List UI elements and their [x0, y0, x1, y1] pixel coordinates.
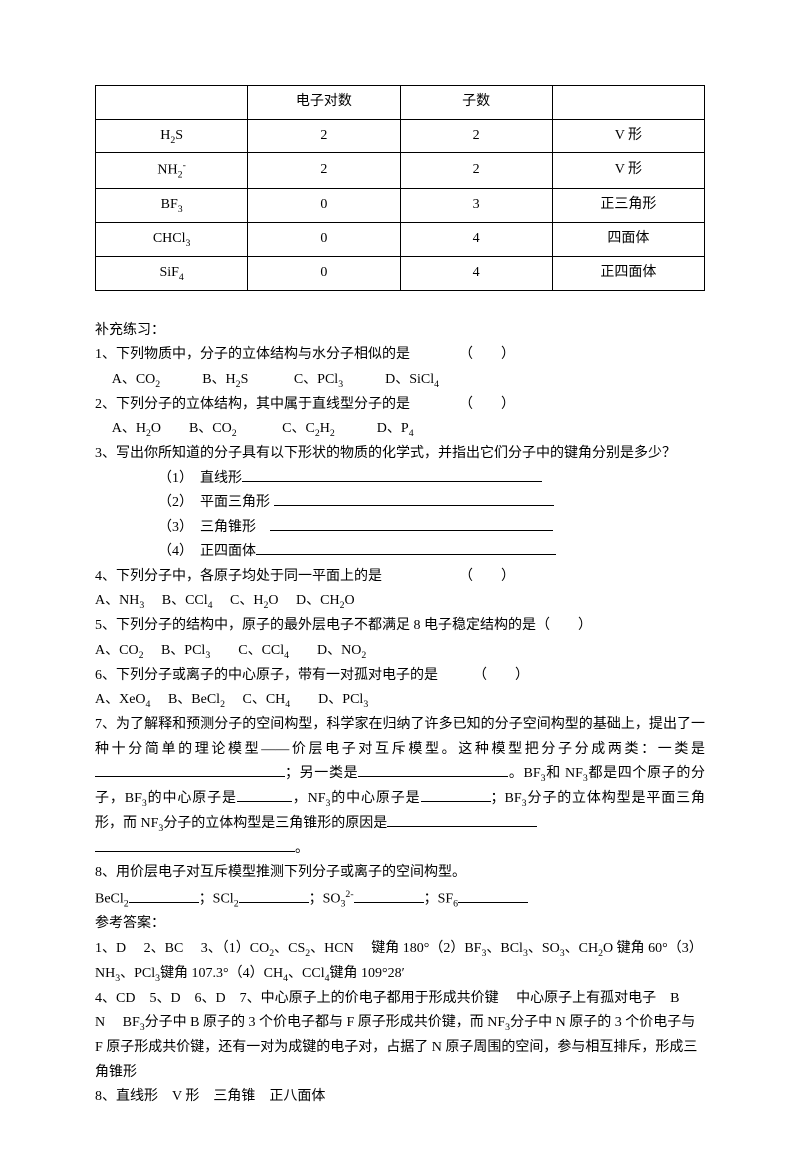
cell: SiF4: [96, 256, 248, 290]
q3-line2: （2） 平面三角形: [95, 491, 705, 516]
blank: [421, 787, 491, 802]
blank: [354, 888, 424, 903]
blank: [270, 516, 553, 531]
cell: H2S: [96, 119, 248, 153]
cell: 2: [400, 119, 552, 153]
q3-l3-label: （3） 三角锥形: [158, 520, 270, 535]
q4-options: A、NH3 B、CCl4 C、H2O D、CH2O: [95, 589, 705, 614]
blank: [95, 837, 295, 852]
cell: 4: [400, 256, 552, 290]
cell: NH2-: [96, 153, 248, 189]
q3-line1: （1） 直线形: [95, 467, 705, 492]
q8-stem: 8、用价层电子对互斥模型推测下列分子或离子的空间构型。: [95, 861, 705, 886]
answers-title: 参考答案：: [95, 912, 705, 937]
blank: [274, 491, 554, 506]
blank: [129, 888, 199, 903]
blank: [242, 467, 542, 482]
q3-l1-label: （1） 直线形: [158, 471, 242, 486]
q8-line: BeCl2；SCl2；SO32-；SF6: [95, 886, 705, 913]
q3-line3: （3） 三角锥形: [95, 516, 705, 541]
cell: 正三角形: [552, 189, 704, 223]
cell: V 形: [552, 153, 704, 189]
th-pairs: 电子对数: [248, 86, 400, 120]
q7-tail: 。: [95, 837, 705, 862]
th-count: 子数: [400, 86, 552, 120]
cell: CHCl3: [96, 222, 248, 256]
q2-stem: 2、下列分子的立体结构，其中属于直线型分子的是 （ ）: [95, 393, 705, 418]
blank: [358, 762, 508, 777]
cell: 2: [400, 153, 552, 189]
blank: [256, 540, 556, 555]
table-row: H2S 2 2 V 形: [96, 119, 705, 153]
q3-l4-label: （4） 正四面体: [158, 544, 256, 559]
cell: 0: [248, 256, 400, 290]
cell: 2: [248, 153, 400, 189]
cell: BF3: [96, 189, 248, 223]
q2-options: A、H2O B、CO2 C、C2H2 D、P4: [95, 417, 705, 442]
cell: 正四面体: [552, 256, 704, 290]
table-row: CHCl3 0 4 四面体: [96, 222, 705, 256]
answers-l2: 4、CD 5、D 6、D 7、中心原子上的价电子都用于形成共价键 中心原子上有孤…: [95, 987, 705, 1085]
blank: [458, 888, 528, 903]
table-row: NH2- 2 2 V 形: [96, 153, 705, 189]
cell: 四面体: [552, 222, 704, 256]
supplement-title: 补充练习：: [95, 319, 705, 344]
blank: [387, 812, 537, 827]
th-shape: [552, 86, 704, 120]
table-row: SiF4 0 4 正四面体: [96, 256, 705, 290]
blank: [237, 787, 292, 802]
q5-options: A、CO2 B、PCl3 C、CCl4 D、NO2: [95, 639, 705, 664]
cell: 0: [248, 222, 400, 256]
blank: [95, 762, 285, 777]
answers-l1: 1、D 2、BC 3、（1）CO2、CS2、HCN 键角 180°（2）BF3、…: [95, 937, 705, 987]
cell: 3: [400, 189, 552, 223]
cell: 4: [400, 222, 552, 256]
q4-stem: 4、下列分子中，各原子均处于同一平面上的是 （ ）: [95, 565, 705, 590]
cell: 0: [248, 189, 400, 223]
q3-stem: 3、写出你所知道的分子具有以下形状的物质的化学式，并指出它们分子中的键角分别是多…: [95, 442, 705, 467]
table-header-row: 电子对数 子数: [96, 86, 705, 120]
q1-stem: 1、下列物质中，分子的立体结构与水分子相似的是 （ ）: [95, 343, 705, 368]
q1-options: A、CO2 B、H2S C、PCl3 D、SiCl4: [95, 368, 705, 393]
q7-text: 7、为了解释和预测分子的空间构型，科学家在归纳了许多已知的分子空间构型的基础上，…: [95, 713, 705, 837]
blank: [239, 888, 309, 903]
q5-stem: 5、下列分子的结构中，原子的最外层电子不都满足 8 电子稳定结构的是（ ）: [95, 614, 705, 639]
q3-l2-label: （2） 平面三角形: [158, 495, 274, 510]
table-row: BF3 0 3 正三角形: [96, 189, 705, 223]
cell: V 形: [552, 119, 704, 153]
q6-options: A、XeO4 B、BeCl2 C、CH4 D、PCl3: [95, 688, 705, 713]
answers-l3: 8、直线形 V 形 三角锥 正八面体: [95, 1085, 705, 1110]
data-table: 电子对数 子数 H2S 2 2 V 形 NH2- 2 2 V 形 BF3 0 3…: [95, 85, 705, 291]
cell: 2: [248, 119, 400, 153]
th-blank: [96, 86, 248, 120]
q3-line4: （4） 正四面体: [95, 540, 705, 565]
q6-stem: 6、下列分子或离子的中心原子，带有一对孤对电子的是 （ ）: [95, 664, 705, 689]
